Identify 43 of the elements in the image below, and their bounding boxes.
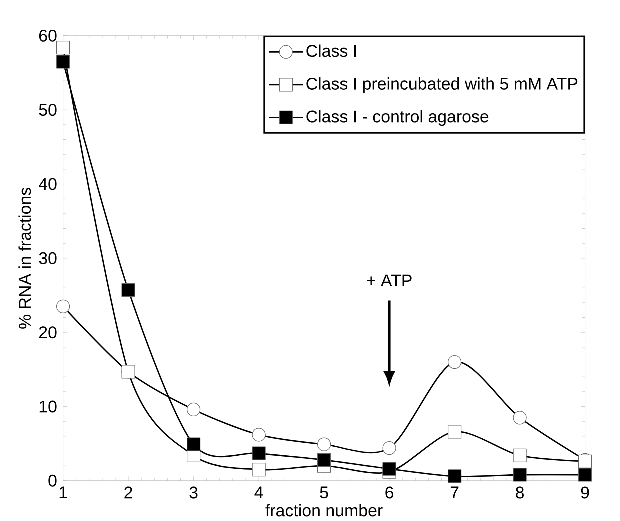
y-axis-title: % RNA in fractions: [18, 188, 32, 329]
point: [186, 438, 201, 452]
point: [513, 448, 527, 463]
y-tick-label: 50: [39, 104, 57, 116]
legend-label: Class I preincubated with 5 mM ATP: [306, 78, 578, 94]
point: [448, 470, 462, 484]
point: [252, 428, 266, 442]
point: [252, 446, 266, 460]
point: [448, 355, 462, 370]
y-tick-label: 60: [39, 30, 57, 42]
y-tick-label: 40: [39, 178, 57, 190]
y-tick-label: 0: [48, 474, 57, 487]
point: [56, 41, 70, 55]
point: [56, 55, 70, 69]
point: [317, 438, 332, 452]
point: [252, 463, 266, 477]
legend-label: Class I - control agarose: [306, 110, 489, 126]
point: [122, 365, 136, 379]
y-tick-label: 20: [39, 326, 57, 339]
x-tick-label: 5: [320, 486, 328, 499]
point: [513, 468, 527, 482]
x-tick-label: 7: [450, 486, 459, 498]
annotation: + ATP: [367, 274, 412, 287]
point: [317, 453, 332, 467]
x-tick-label: 6: [386, 486, 394, 499]
point: [56, 300, 70, 314]
legend-label: Class I: [306, 44, 356, 58]
point: [448, 425, 462, 439]
point: [186, 402, 201, 417]
point: [122, 284, 136, 298]
x-tick-label: 8: [516, 486, 524, 499]
x-tick-label: 4: [254, 486, 264, 498]
x-axis-title: fraction number: [266, 504, 383, 517]
point: [382, 442, 396, 456]
point: [578, 468, 592, 482]
y-tick-label: 10: [40, 400, 57, 413]
x-tick-label: 9: [581, 486, 590, 499]
point: [382, 462, 396, 476]
x-tick-label: 2: [124, 486, 132, 499]
x-tick-label: 1: [60, 486, 68, 498]
y-tick-label: 30: [39, 252, 57, 264]
x-tick-label: 3: [190, 486, 198, 499]
point: [513, 411, 527, 425]
